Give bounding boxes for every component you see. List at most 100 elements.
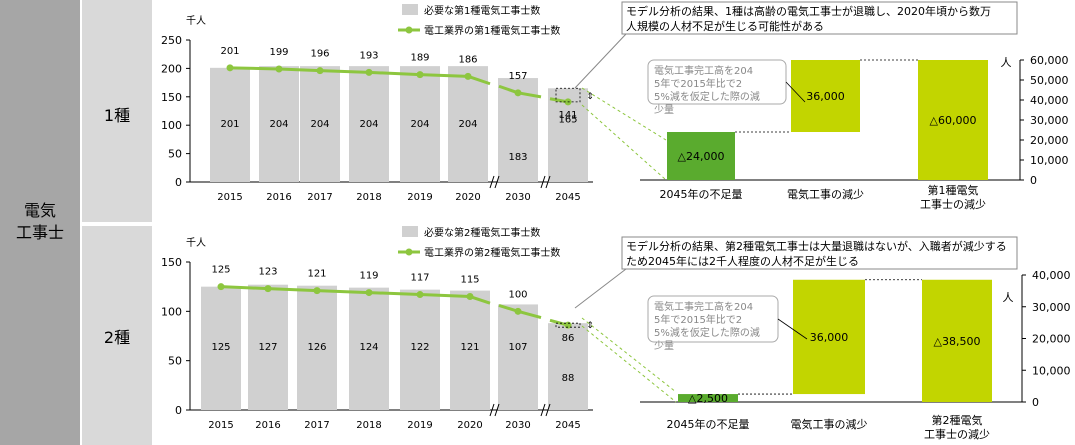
callout-box	[621, 1, 1018, 35]
wf-y-tick-label: 30,000	[1032, 301, 1071, 314]
y-tick-label: 0	[175, 404, 182, 417]
wf-y-tick-label: 60,000	[1030, 54, 1069, 67]
bar-value-label: 125	[211, 342, 230, 353]
legend-bar-label: 必要な第1種電気工事士数	[424, 4, 540, 17]
bar-value-label: 121	[460, 342, 479, 353]
wf-bar-2	[918, 60, 988, 180]
line-point-2018	[365, 68, 373, 76]
bar-2019	[400, 289, 440, 410]
line-value-label: 186	[458, 54, 477, 65]
wf-bar-2	[922, 279, 992, 402]
x-tick-label: 2015	[208, 420, 233, 431]
wf-note-text: 5%減を仮定した際の減	[654, 90, 760, 103]
callout-pointer	[574, 33, 627, 89]
wf-category-label: 第2種電気	[932, 413, 983, 427]
wf-bar-value: △60,000	[930, 114, 977, 127]
link-line	[581, 325, 677, 403]
axis-break-mark	[545, 175, 551, 189]
line-point-2045	[564, 321, 572, 329]
bar-value-label: 204	[458, 119, 477, 130]
bar-value-label: 126	[307, 342, 326, 353]
callout-text: ため2045年には2千人程度の人材不足が生じる	[626, 254, 859, 268]
wf-y-tick-label: 30,000	[1030, 114, 1069, 127]
axis-break-mark	[540, 175, 546, 189]
y-tick-label: 100	[161, 305, 182, 318]
y-tick-label: 50	[168, 148, 182, 161]
line-segment	[467, 74, 491, 86]
line-value-label: 141	[558, 110, 577, 121]
wf-bar-value: △24,000	[678, 150, 725, 163]
bar-2015	[201, 286, 241, 410]
bar-2017	[297, 285, 337, 410]
row-label-2: 2種	[103, 328, 131, 347]
line-value-label: 157	[508, 71, 527, 82]
bar-2016	[248, 284, 288, 410]
wf-category-label: 2045年の不足量	[660, 187, 743, 201]
line-series	[229, 66, 469, 78]
category-label: 電気 工事士	[15, 201, 64, 242]
line-value-label: 201	[220, 46, 239, 57]
x-tick-label: 2017	[304, 420, 329, 431]
row-label-1: 1種	[103, 106, 131, 125]
legend-bar-swatch	[402, 4, 418, 15]
wf-bar-1	[791, 60, 860, 132]
wf-bar-value: △38,500	[934, 335, 981, 348]
line-point-2020	[464, 72, 472, 80]
axis-break-mark	[494, 175, 500, 189]
line-series	[220, 285, 471, 299]
shortage-bracket	[555, 87, 581, 103]
line-value-label: 123	[258, 267, 277, 278]
legend-line-marker	[405, 248, 413, 256]
axis-break-mark	[489, 175, 495, 189]
wf-note-pointer	[785, 81, 806, 103]
x-tick-label: 2045	[555, 192, 580, 203]
bar-2018	[349, 66, 389, 182]
wf-y-tick-label: 40,000	[1030, 94, 1069, 107]
wf-y-tick-label: 0	[1030, 174, 1037, 187]
bar-2017	[300, 66, 340, 182]
bar-2018	[349, 287, 389, 410]
line-point-2015	[226, 64, 234, 72]
wf-y-tick-label: 10,000	[1030, 154, 1069, 167]
legend-bar-swatch	[402, 226, 418, 237]
wf-bar-1	[793, 279, 865, 395]
x-tick-label: 2016	[255, 420, 280, 431]
x-tick-label: 2020	[457, 420, 482, 431]
bar-2019	[400, 66, 440, 182]
wf-note-text: 5年で2015年比で2	[654, 77, 742, 90]
line-point-2018	[365, 289, 373, 297]
wf-y-tick-label: 20,000	[1030, 134, 1069, 147]
wf-category-label: 2045年の不足量	[667, 417, 750, 431]
wf-category-label: 電気工事の減少	[787, 187, 864, 201]
link-line	[581, 104, 667, 181]
bar-value-label: 204	[269, 119, 288, 130]
wf-y-tick-label: 50,000	[1030, 74, 1069, 87]
wf-unit-label: 人	[1003, 291, 1014, 304]
wf-note-text: 電気工事完工高を204	[654, 64, 753, 77]
line-point-2019	[416, 291, 424, 299]
y-tick-label: 150	[161, 91, 182, 104]
axis-break-mark	[540, 403, 546, 417]
bar-value-label: 183	[508, 152, 527, 163]
bar-2030	[498, 304, 538, 410]
x-tick-label: 2045	[555, 420, 580, 431]
x-tick-label: 2019	[407, 420, 432, 431]
y-unit-label: 千人	[186, 237, 206, 249]
bar-2045	[548, 323, 588, 410]
link-line	[581, 317, 677, 393]
callout-text: モデル分析の結果、第2種電気工事士は大量退職はないが、入職者が減少する	[626, 239, 1007, 253]
bar-value-label: 124	[359, 342, 378, 353]
bar-value-label: 204	[410, 119, 429, 130]
callout-pointer	[574, 268, 627, 309]
x-tick-label: 2018	[356, 192, 381, 203]
line-segment	[469, 295, 491, 305]
axis-break-mark	[494, 403, 500, 417]
line-segment	[517, 309, 542, 319]
x-tick-label: 2015	[217, 192, 242, 203]
callout-text: モデル分析の結果、1種は高齢の電気工事士が退職し、2020年頃から数万	[626, 4, 991, 18]
bar-2020	[448, 66, 488, 182]
legend-line-marker	[405, 26, 413, 34]
wf-note-text: 5%減を仮定した際の減	[654, 326, 760, 339]
x-tick-label: 2020	[455, 192, 480, 203]
shortage-bracket	[555, 322, 581, 328]
